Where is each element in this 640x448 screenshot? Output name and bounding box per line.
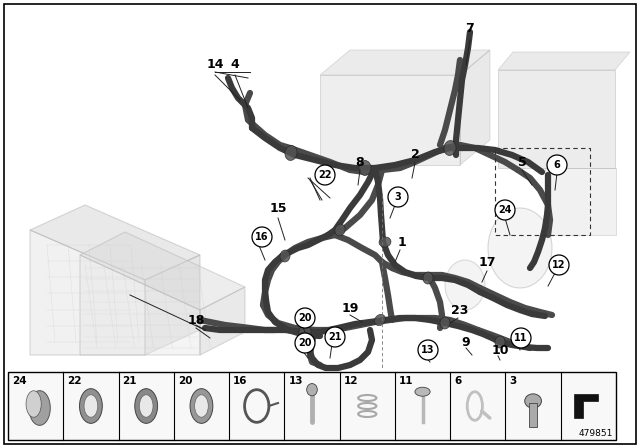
Polygon shape xyxy=(30,205,200,280)
Circle shape xyxy=(315,165,335,185)
Text: 11: 11 xyxy=(399,376,413,386)
Ellipse shape xyxy=(379,237,391,247)
Text: 20: 20 xyxy=(178,376,192,386)
Circle shape xyxy=(295,333,315,353)
Ellipse shape xyxy=(140,395,153,417)
Ellipse shape xyxy=(495,336,505,348)
Ellipse shape xyxy=(299,325,311,339)
Ellipse shape xyxy=(195,395,208,417)
Circle shape xyxy=(549,255,569,275)
Polygon shape xyxy=(320,50,490,75)
Text: 10: 10 xyxy=(492,344,509,357)
Bar xyxy=(8,372,616,440)
Ellipse shape xyxy=(135,389,157,423)
Text: 479851: 479851 xyxy=(579,429,613,438)
Text: 9: 9 xyxy=(461,336,470,349)
Ellipse shape xyxy=(445,260,485,310)
Polygon shape xyxy=(200,287,245,355)
Polygon shape xyxy=(574,394,598,418)
Text: 24: 24 xyxy=(12,376,27,386)
Circle shape xyxy=(295,308,315,328)
Text: 24: 24 xyxy=(499,205,512,215)
Ellipse shape xyxy=(26,391,41,417)
Ellipse shape xyxy=(415,387,430,396)
Ellipse shape xyxy=(359,160,371,176)
Circle shape xyxy=(495,200,515,220)
Ellipse shape xyxy=(307,383,317,396)
Text: 21: 21 xyxy=(122,376,137,386)
Bar xyxy=(495,148,590,235)
Circle shape xyxy=(511,328,531,348)
Text: 3: 3 xyxy=(509,376,516,386)
Ellipse shape xyxy=(190,389,213,423)
Polygon shape xyxy=(30,230,145,355)
Text: 18: 18 xyxy=(188,314,205,327)
Polygon shape xyxy=(460,50,490,165)
Ellipse shape xyxy=(440,317,450,329)
Text: 11: 11 xyxy=(515,333,528,343)
Polygon shape xyxy=(80,255,200,355)
Circle shape xyxy=(388,187,408,207)
Text: 6: 6 xyxy=(554,160,561,170)
Text: 21: 21 xyxy=(328,332,342,342)
Ellipse shape xyxy=(285,146,297,160)
Text: 8: 8 xyxy=(356,155,364,168)
Text: 5: 5 xyxy=(518,155,526,168)
Polygon shape xyxy=(145,255,200,355)
Circle shape xyxy=(325,327,345,347)
Ellipse shape xyxy=(444,141,456,155)
Ellipse shape xyxy=(374,314,385,326)
Text: 12: 12 xyxy=(552,260,566,270)
Text: 16: 16 xyxy=(233,376,248,386)
Ellipse shape xyxy=(423,272,433,284)
Circle shape xyxy=(547,155,567,175)
Text: 7: 7 xyxy=(466,22,474,34)
Text: 20: 20 xyxy=(298,338,312,348)
Ellipse shape xyxy=(84,395,98,417)
Text: 6: 6 xyxy=(454,376,461,386)
Text: 16: 16 xyxy=(255,232,269,242)
Ellipse shape xyxy=(525,394,541,408)
Polygon shape xyxy=(80,232,245,310)
Text: 14: 14 xyxy=(206,59,224,72)
Text: 12: 12 xyxy=(344,376,358,386)
Text: 13: 13 xyxy=(421,345,435,355)
Circle shape xyxy=(418,340,438,360)
Text: 22: 22 xyxy=(67,376,82,386)
Text: 19: 19 xyxy=(341,302,358,314)
Ellipse shape xyxy=(335,224,345,236)
Text: 20: 20 xyxy=(298,313,312,323)
Polygon shape xyxy=(545,168,616,235)
Ellipse shape xyxy=(280,250,290,262)
Polygon shape xyxy=(498,70,615,168)
Text: 4: 4 xyxy=(230,59,239,72)
Polygon shape xyxy=(498,52,630,70)
Text: 23: 23 xyxy=(451,303,468,316)
Ellipse shape xyxy=(488,208,552,288)
Bar xyxy=(529,403,537,427)
Circle shape xyxy=(252,227,272,247)
Text: 15: 15 xyxy=(269,202,287,215)
Ellipse shape xyxy=(29,391,51,425)
Text: 1: 1 xyxy=(397,236,406,249)
Text: 17: 17 xyxy=(478,257,496,270)
Polygon shape xyxy=(320,75,460,165)
Text: 3: 3 xyxy=(395,192,401,202)
Text: 2: 2 xyxy=(411,148,419,161)
Text: 22: 22 xyxy=(318,170,332,180)
Ellipse shape xyxy=(79,389,102,423)
Text: 13: 13 xyxy=(289,376,303,386)
